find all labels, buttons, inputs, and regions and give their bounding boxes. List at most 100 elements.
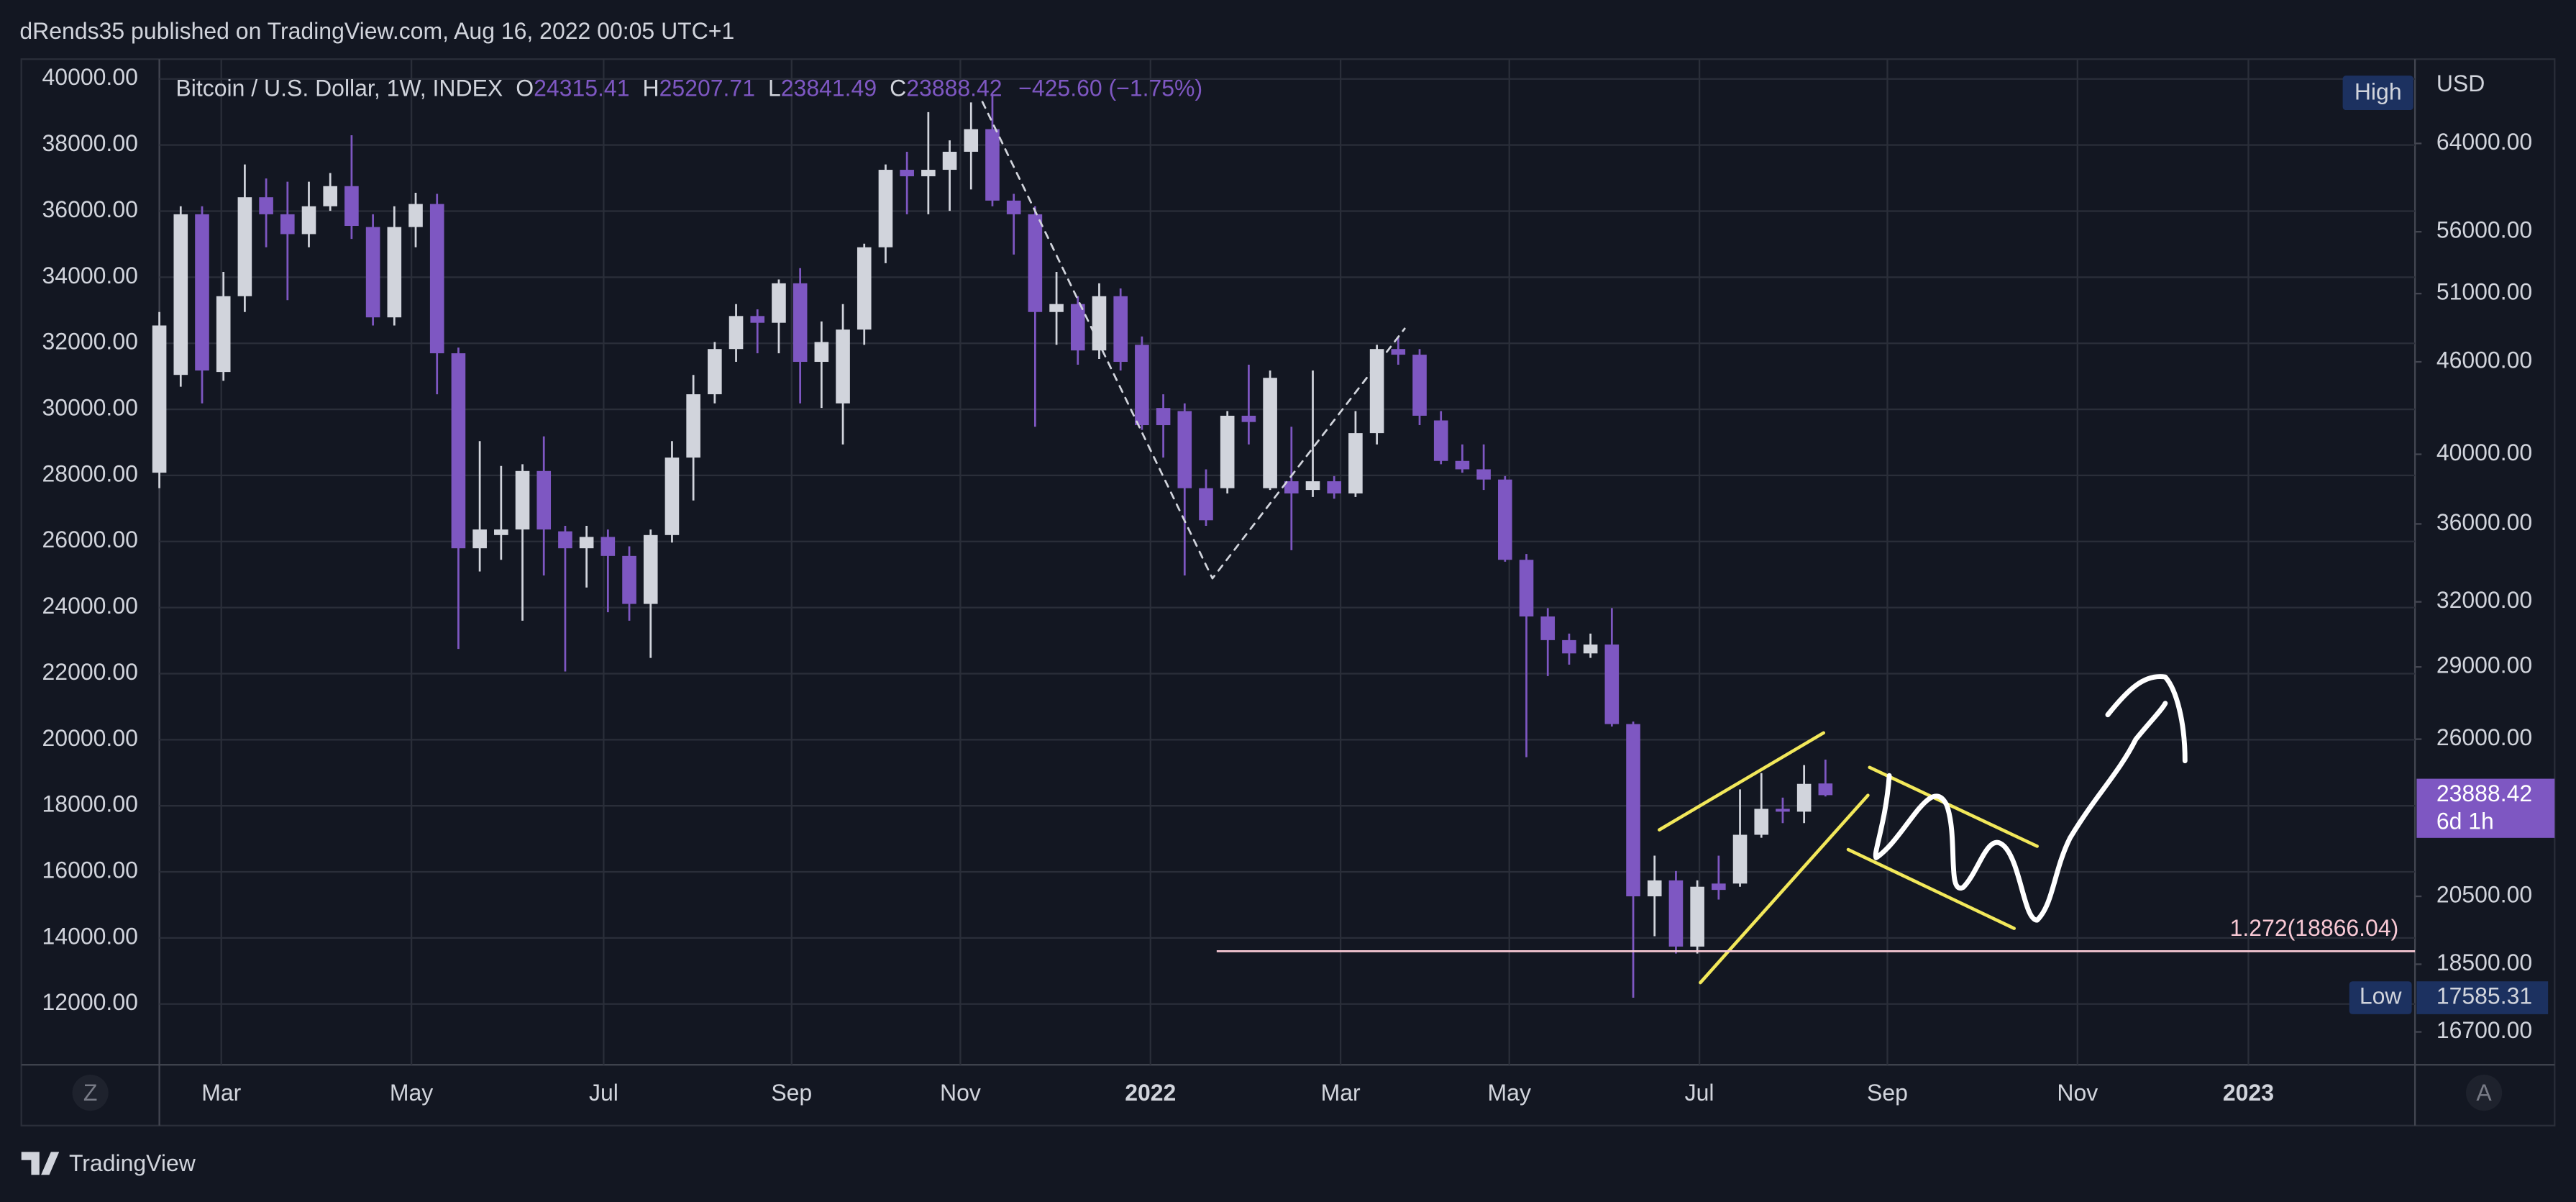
candle-body xyxy=(664,457,680,535)
candle-body xyxy=(1796,783,1812,812)
x-tick-label: May xyxy=(1488,1080,1531,1106)
candle-body xyxy=(793,283,808,363)
candle-body xyxy=(1562,639,1576,654)
candle-body xyxy=(173,214,188,375)
candle-body xyxy=(216,296,231,373)
y2-tick-label: 20500.00 xyxy=(2436,882,2532,908)
candle-body xyxy=(1135,345,1149,426)
logo-icon xyxy=(21,1152,60,1175)
candle-body xyxy=(772,283,786,323)
scale-button[interactable] xyxy=(72,1074,109,1111)
x-tick-label: Sep xyxy=(771,1080,812,1106)
candle-body xyxy=(344,186,359,227)
low-value: 23841.49 xyxy=(781,76,877,101)
y-tick-label: 18000.00 xyxy=(42,791,138,817)
candle-body xyxy=(301,206,316,235)
y2-tick-label: 36000.00 xyxy=(2436,509,2532,535)
low-label: Low xyxy=(2360,983,2403,1009)
candle-body xyxy=(708,349,722,395)
y2-tick-label: 40000.00 xyxy=(2436,440,2532,465)
candle-body xyxy=(472,529,487,549)
grid: 40000.00 38000.00 36000.00 34000.00 32000.00… xyxy=(42,59,2532,1106)
candle-body xyxy=(365,227,380,318)
candle-body xyxy=(1776,809,1790,812)
close-value: 23888.42 xyxy=(906,76,1002,101)
candle-body xyxy=(836,329,850,404)
y-tick-label: 32000.00 xyxy=(42,329,138,355)
candle-body xyxy=(1626,724,1640,897)
ohlc-letter: C xyxy=(890,76,906,101)
candle-body xyxy=(1690,886,1704,947)
y-tick-label: 16000.00 xyxy=(42,857,138,883)
y-tick-label: 14000.00 xyxy=(42,923,138,949)
high-value: 25207.71 xyxy=(659,76,755,101)
overlay: 1.272(18866.04) 23888.42 6d 1h Low 17585.31 xyxy=(1216,778,2555,1014)
publish-info: dRends35 published on TradingView.com, A… xyxy=(19,18,734,44)
last-price-badge xyxy=(2416,778,2555,838)
candle-body xyxy=(1712,883,1726,891)
candle-body xyxy=(1583,644,1598,654)
candle-body xyxy=(686,394,700,458)
scale-button[interactable] xyxy=(2465,1074,2503,1111)
x-tick-label: Nov xyxy=(2057,1080,2098,1106)
scale-button-label[interactable]: Z xyxy=(83,1080,98,1106)
logo: TradingView xyxy=(21,1150,196,1176)
low-badge xyxy=(2349,981,2412,1014)
candle-body xyxy=(1220,415,1235,488)
candle-body xyxy=(429,204,444,354)
y2-tick-label: 32000.00 xyxy=(2436,587,2532,613)
y2-tick-label: 56000.00 xyxy=(2436,217,2532,243)
x-tick-label: 2022 xyxy=(1125,1080,1176,1106)
y2-tick-label: 29000.00 xyxy=(2436,652,2532,678)
candle-body xyxy=(729,316,744,350)
y-tick-label: 30000.00 xyxy=(42,395,138,421)
y-tick-label: 26000.00 xyxy=(42,527,138,552)
y-tick-label: 20000.00 xyxy=(42,725,138,751)
candle-body xyxy=(900,170,914,177)
candle-body xyxy=(750,316,765,323)
candle-body xyxy=(1006,200,1021,214)
candle-body xyxy=(1177,411,1192,488)
candle-body xyxy=(408,204,423,227)
candle-body xyxy=(1348,433,1363,493)
candle-body xyxy=(1604,644,1620,724)
x-tick-label: Mar xyxy=(201,1080,241,1106)
y-tick-label: 28000.00 xyxy=(42,460,138,486)
candle-body xyxy=(259,197,273,214)
x-tick-label: Jul xyxy=(1685,1080,1714,1106)
candle-body xyxy=(921,170,936,177)
candle-body xyxy=(1433,420,1448,461)
high-badge xyxy=(2342,76,2413,111)
y-tick-label: 36000.00 xyxy=(42,196,138,222)
last-price: 23888.42 xyxy=(2436,780,2532,806)
open-value: 24315.41 xyxy=(534,76,629,101)
y-tick-label: 12000.00 xyxy=(42,989,138,1015)
candle-body xyxy=(643,534,658,604)
scale-button-label[interactable]: A xyxy=(2476,1080,2492,1106)
candle-body xyxy=(1455,460,1470,470)
change-value: −425.60 (−1.75%) xyxy=(1018,76,1202,101)
candle-body xyxy=(622,555,636,604)
candle-body xyxy=(814,342,829,363)
high-label: High xyxy=(2355,79,2402,105)
y-tick-label: 40000.00 xyxy=(42,64,138,90)
candle-body xyxy=(1092,296,1107,351)
y2-tick-label: 46000.00 xyxy=(2436,347,2532,373)
candle-body xyxy=(1519,560,1534,616)
candle-body xyxy=(1284,481,1299,493)
candle-body xyxy=(1028,214,1043,312)
candle-body xyxy=(878,170,893,247)
logo-text: TradingView xyxy=(69,1150,196,1176)
candle-body xyxy=(1647,880,1662,897)
y-tick-label: 38000.00 xyxy=(42,130,138,156)
candle-body xyxy=(1199,488,1213,521)
candle-body xyxy=(1732,834,1748,884)
candle-body xyxy=(387,227,402,318)
candle-body xyxy=(1263,378,1277,488)
candle-body xyxy=(515,470,530,530)
candle-body xyxy=(1070,304,1085,351)
candle-body xyxy=(985,129,1000,201)
candle-body xyxy=(536,470,552,530)
countdown: 6d 1h xyxy=(2436,809,2494,834)
